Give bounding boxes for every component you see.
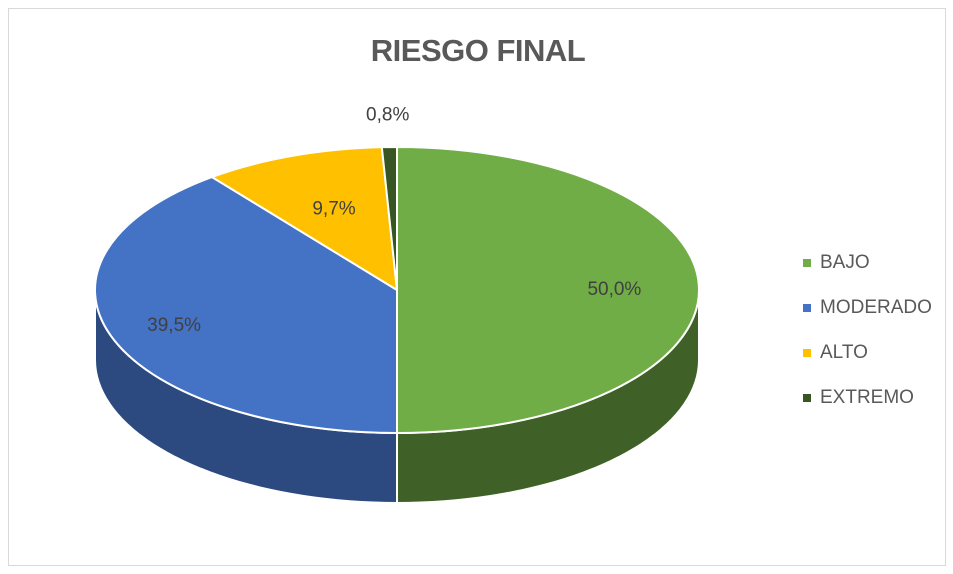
data-label-alto: 9,7%	[312, 199, 355, 220]
legend-swatch-alto	[803, 349, 811, 357]
pie-slices	[94, 145, 700, 434]
legend-swatch-extremo	[803, 394, 811, 402]
legend-label-bajo: BAJO	[820, 252, 870, 273]
legend-item-extremo[interactable]: EXTREMO	[803, 387, 914, 408]
pie-slice-extremo[interactable]	[380, 145, 398, 291]
pie-slice-alto[interactable]	[210, 146, 398, 291]
legend-item-bajo[interactable]: BAJO	[803, 252, 870, 273]
legend: BAJO MODERADO ALTO EXTREMO	[803, 252, 932, 408]
chart-title: RIESGO FINAL	[370, 33, 586, 68]
data-label-extremo: 0,8%	[366, 105, 409, 126]
legend-item-moderado[interactable]: MODERADO	[803, 297, 932, 318]
data-label-bajo: 50,0%	[587, 279, 641, 300]
legend-label-moderado: MODERADO	[820, 297, 932, 318]
data-label-moderado: 39,5%	[147, 315, 201, 336]
legend-item-alto[interactable]: ALTO	[803, 342, 868, 363]
legend-label-extremo: EXTREMO	[820, 387, 914, 408]
pie-slice-bajo[interactable]	[396, 146, 700, 434]
legend-swatch-moderado	[803, 304, 811, 312]
legend-label-alto: ALTO	[820, 342, 868, 363]
data-labels: 50,0% 39,5% 9,7% 0,8%	[147, 105, 641, 337]
pie-slice-moderado[interactable]	[94, 176, 398, 434]
legend-swatch-bajo	[803, 259, 811, 267]
